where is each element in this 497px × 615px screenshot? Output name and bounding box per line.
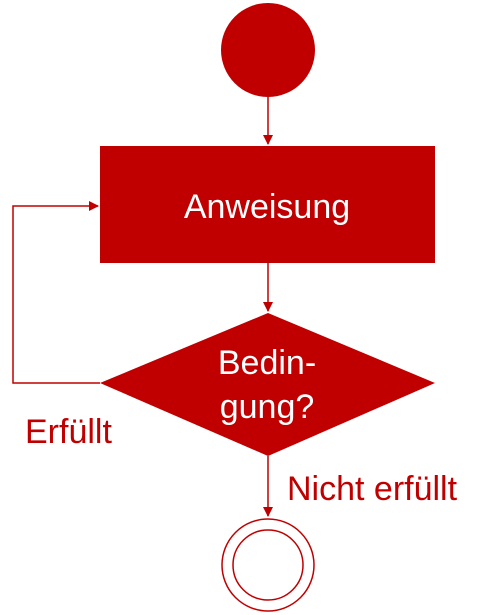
action-label: Anweisung <box>184 188 350 226</box>
edge-loop-label: Erfüllt <box>25 413 112 451</box>
edge-loop <box>12 201 100 384</box>
decision-label-line1: Bedin- <box>218 344 316 382</box>
start-node <box>221 3 315 97</box>
end-node-inner <box>232 529 304 601</box>
decision-node <box>100 313 435 456</box>
decision-label-line2: gung? <box>220 388 315 426</box>
action-node <box>100 146 435 263</box>
edge-exit-label: Nicht erfüllt <box>287 470 458 508</box>
